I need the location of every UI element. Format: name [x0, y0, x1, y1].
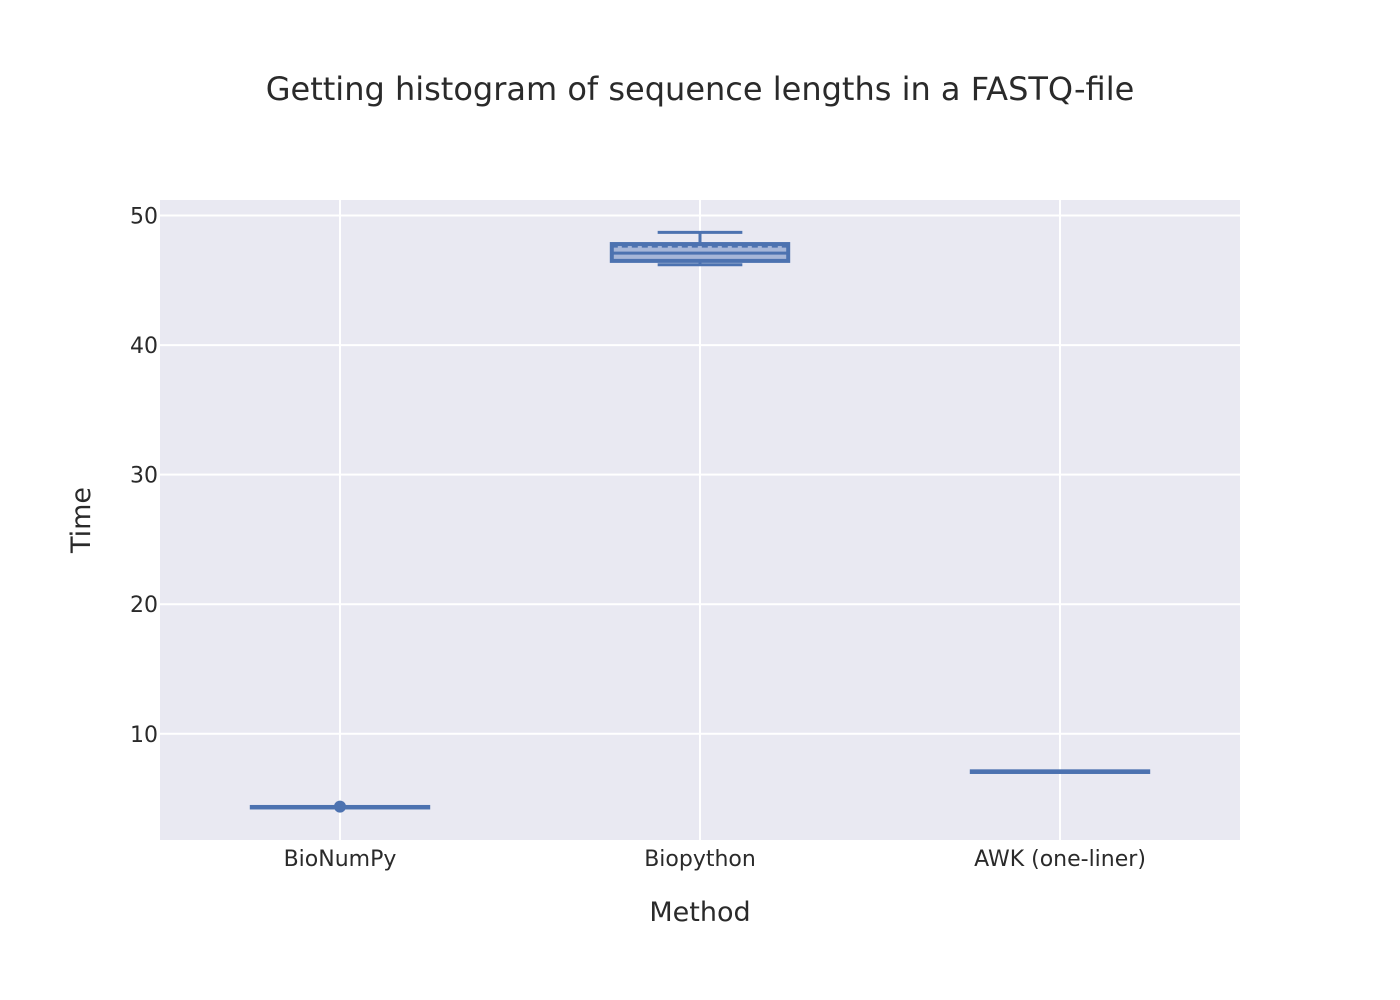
y-tick-label: 50 — [130, 205, 158, 230]
chart-title: Getting histogram of sequence lengths in… — [266, 70, 1135, 108]
y-tick-label: 30 — [130, 464, 158, 489]
box-0 — [249, 800, 431, 813]
outlier-point — [334, 800, 346, 813]
x-tick-labels: BioNumPy Biopython AWK (one-liner) — [284, 847, 1146, 872]
x-tick-label: BioNumPy — [284, 847, 397, 872]
x-tick-label: AWK (one-liner) — [974, 847, 1146, 872]
x-tick-label: Biopython — [644, 847, 756, 872]
y-tick-label: 10 — [130, 723, 158, 748]
y-tick-labels: 10 20 30 40 50 — [130, 205, 158, 748]
box-layer — [249, 230, 1151, 813]
y-tick-label: 20 — [130, 593, 158, 618]
box-2 — [969, 769, 1151, 774]
box-1 — [609, 230, 791, 267]
y-tick-label: 40 — [130, 334, 158, 359]
grid-layer — [160, 200, 1240, 840]
y-axis-title: Time — [66, 487, 97, 554]
x-axis-title: Method — [649, 897, 750, 928]
